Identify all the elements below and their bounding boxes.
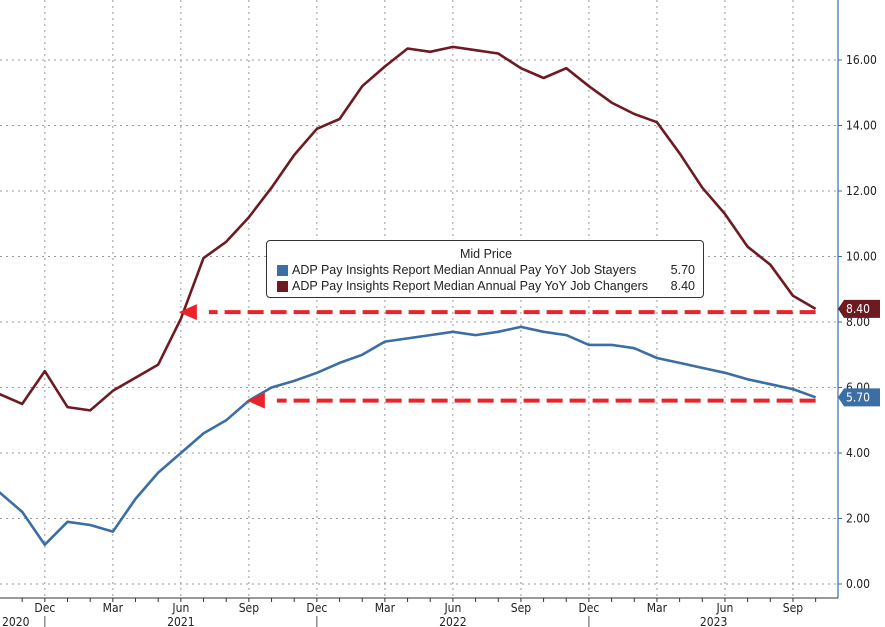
y-tick-label: 0.00 bbox=[846, 577, 870, 591]
legend-value: 5.70 bbox=[670, 263, 695, 277]
x-tick-label: Mar bbox=[375, 601, 396, 615]
x-tick-label: Sep bbox=[511, 601, 532, 615]
x-year-label: 2020 bbox=[2, 615, 30, 627]
y-tick-label: 12.00 bbox=[846, 184, 877, 198]
x-year-label: 2022 bbox=[439, 615, 466, 627]
x-tick-label: Sep bbox=[783, 601, 804, 615]
legend-title: Mid Price bbox=[459, 247, 513, 261]
y-tick-label: 14.00 bbox=[846, 119, 877, 133]
legend-label: ADP Pay Insights Report Median Annual Pa… bbox=[292, 279, 649, 293]
x-tick-label: Dec bbox=[306, 601, 327, 615]
x-tick-label: Jun bbox=[171, 601, 189, 615]
legend-swatch bbox=[277, 264, 288, 276]
x-tick-label: Jun bbox=[443, 601, 461, 615]
last-value-label: 5.70 bbox=[846, 390, 870, 404]
y-tick-label: 2.00 bbox=[846, 512, 870, 526]
x-year-label: 2021 bbox=[167, 615, 194, 627]
x-tick-label: Mar bbox=[103, 601, 124, 615]
last-value-badge bbox=[838, 299, 880, 318]
annotation-arrowhead bbox=[246, 392, 265, 409]
legend-label: ADP Pay Insights Report Median Annual Pa… bbox=[292, 263, 637, 277]
x-year-label: 2023 bbox=[700, 615, 727, 627]
legend-swatch bbox=[277, 280, 288, 292]
legend-item-stayers: ADP Pay Insights Report Median Annual Pa… bbox=[277, 262, 695, 278]
legend-item-changers: ADP Pay Insights Report Median Annual Pa… bbox=[277, 278, 695, 294]
series-line-changers bbox=[0, 45, 817, 412]
y-tick-label: 16.00 bbox=[846, 53, 877, 67]
x-tick-label: Sep bbox=[239, 601, 260, 615]
last-value-label: 8.40 bbox=[846, 302, 870, 316]
x-tick-label: Dec bbox=[34, 601, 55, 615]
y-tick-label: 8.00 bbox=[846, 315, 870, 329]
last-value-badge bbox=[838, 388, 880, 407]
series-line-stayers bbox=[0, 325, 817, 547]
legend: Mid Price ADP Pay Insights Report Median… bbox=[266, 240, 704, 298]
y-tick-label: 10.00 bbox=[846, 250, 877, 264]
x-tick-label: Dec bbox=[578, 601, 599, 615]
y-tick-label: 4.00 bbox=[846, 446, 870, 460]
x-tick-label: Mar bbox=[647, 601, 668, 615]
annotation-arrowhead bbox=[178, 304, 197, 321]
legend-value: 8.40 bbox=[670, 279, 695, 293]
x-tick-label: Jun bbox=[716, 601, 734, 615]
